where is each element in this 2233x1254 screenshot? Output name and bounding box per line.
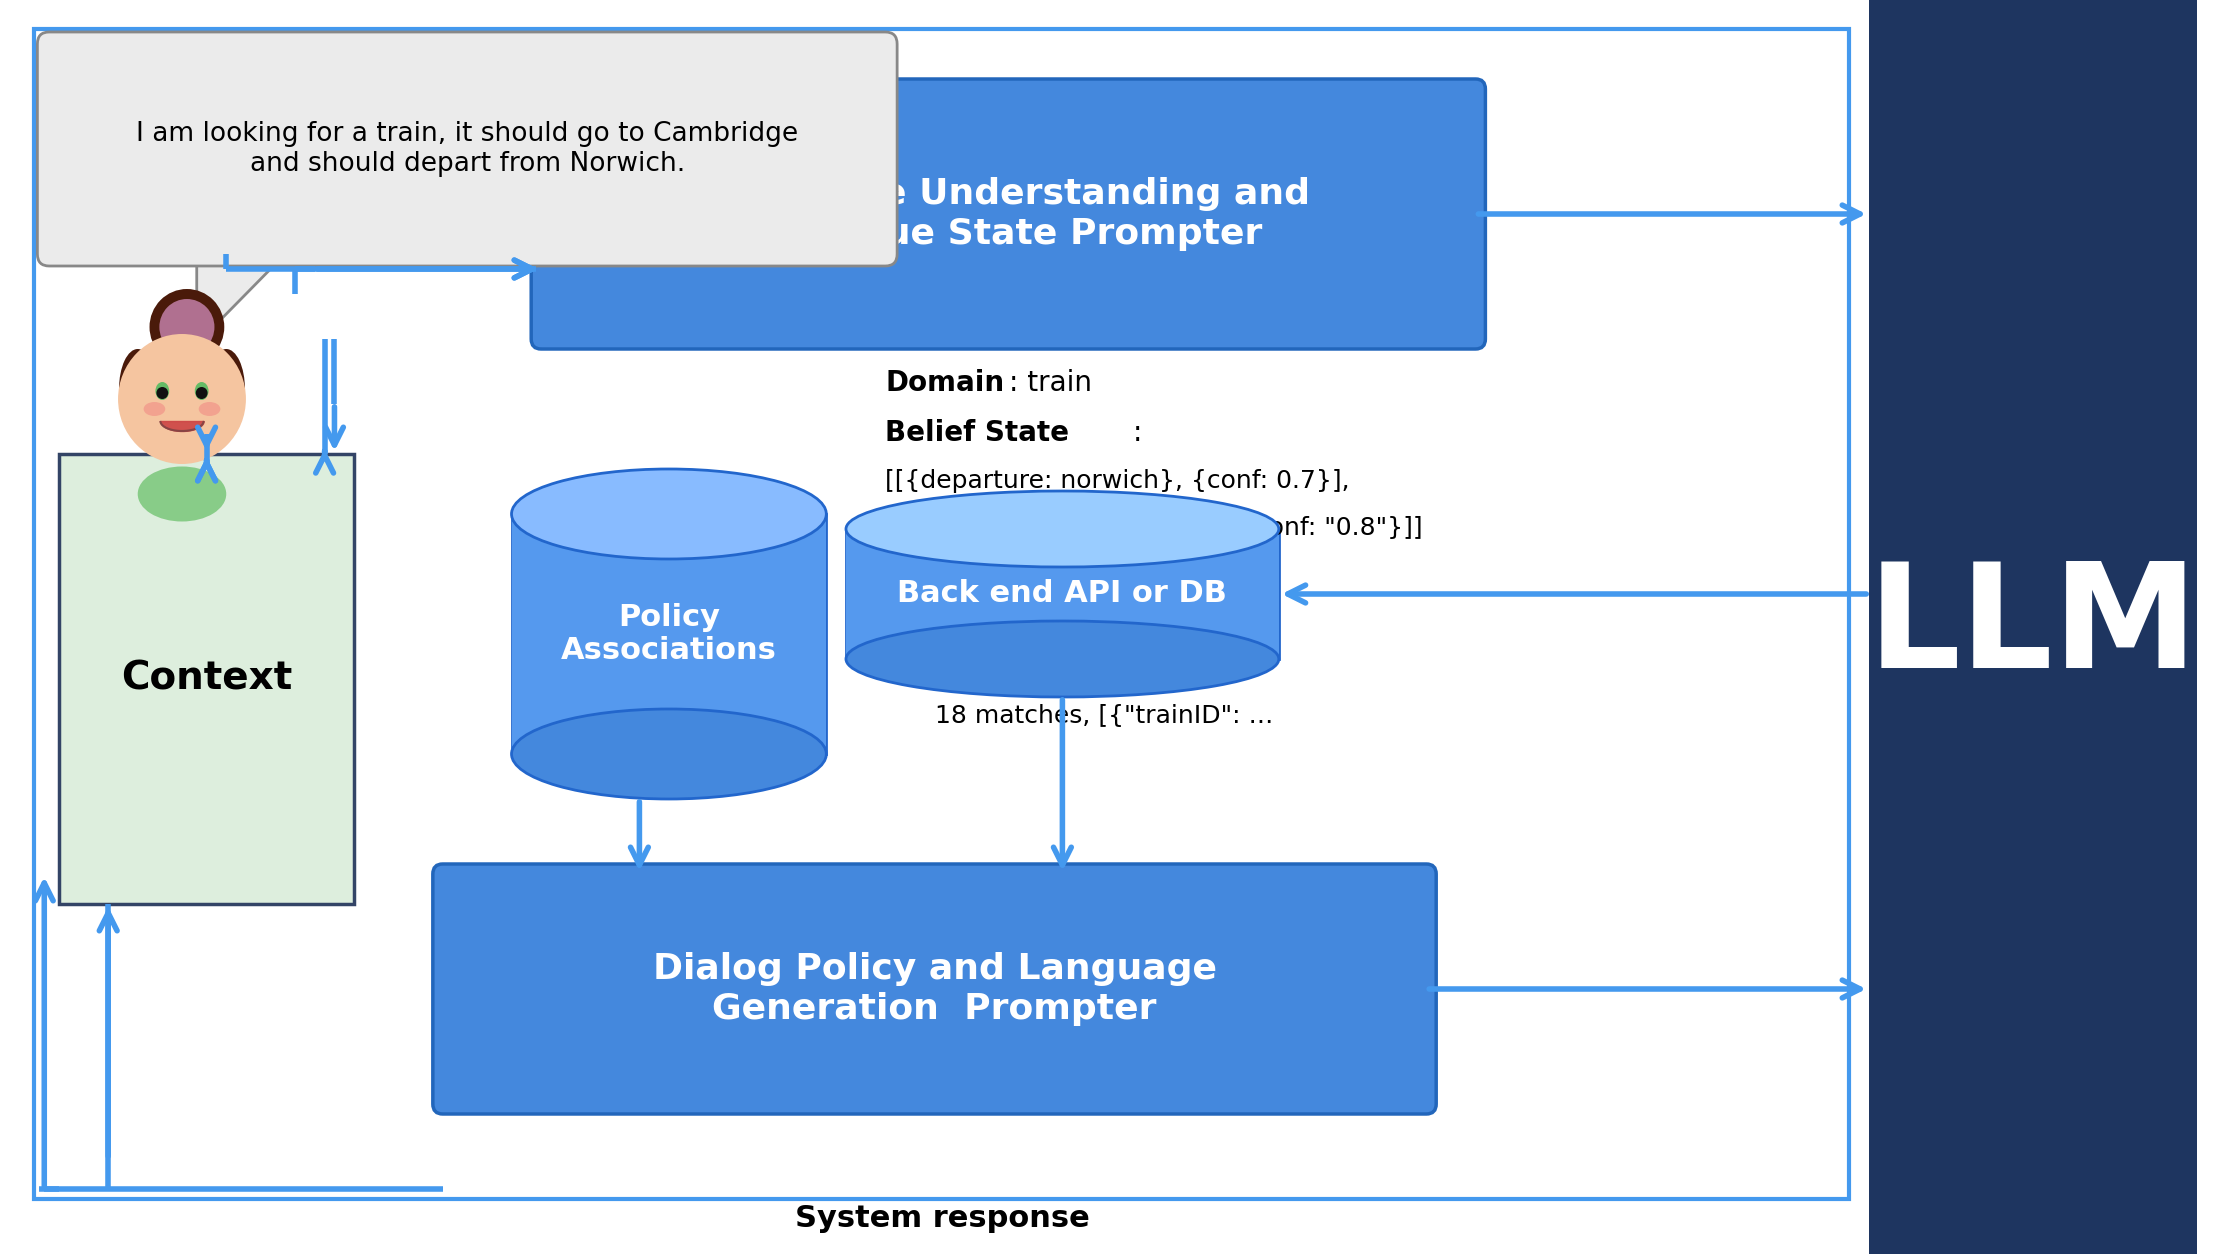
Bar	[58, 454, 355, 904]
Ellipse shape	[156, 382, 170, 400]
Ellipse shape	[138, 466, 226, 522]
Bar	[511, 514, 826, 754]
Ellipse shape	[208, 349, 246, 429]
Ellipse shape	[511, 709, 826, 799]
Ellipse shape	[846, 621, 1280, 697]
Text: {destination: cambridge}, {conf: "0.8"}]]: {destination: cambridge}, {conf: "0.8"}]…	[884, 515, 1422, 540]
Text: 18 matches, [{"trainID": …: 18 matches, [{"trainID": …	[936, 703, 1273, 729]
Ellipse shape	[118, 349, 156, 429]
Circle shape	[156, 387, 167, 399]
Bar	[33, 29, 1849, 1199]
Ellipse shape	[194, 382, 208, 400]
FancyBboxPatch shape	[38, 33, 898, 266]
Circle shape	[197, 387, 208, 399]
Ellipse shape	[199, 403, 221, 416]
Circle shape	[150, 288, 223, 365]
Text: LLM: LLM	[1867, 557, 2197, 697]
Text: Domain: Domain	[884, 369, 1005, 398]
Circle shape	[159, 298, 214, 355]
Text: : train: : train	[1009, 369, 1092, 398]
Text: :: :	[1132, 419, 1143, 446]
Bar	[1869, 0, 2197, 1254]
Bar	[846, 529, 1280, 660]
Bar	[511, 514, 826, 754]
Text: System response: System response	[795, 1204, 1090, 1233]
Circle shape	[127, 344, 237, 454]
Text: Belief State: Belief State	[884, 419, 1070, 446]
FancyBboxPatch shape	[433, 864, 1436, 1114]
Ellipse shape	[143, 403, 165, 416]
Ellipse shape	[511, 469, 826, 559]
Text: Language Understanding and
Dialogue State Prompter: Language Understanding and Dialogue Stat…	[708, 177, 1311, 251]
Bar	[846, 529, 1280, 660]
Bar	[172, 434, 192, 459]
Text: [[{departure: norwich}, {conf: 0.7}],: [[{departure: norwich}, {conf: 0.7}],	[884, 469, 1351, 493]
FancyBboxPatch shape	[531, 79, 1485, 349]
Text: Dialog Policy and Language
Generation  Prompter: Dialog Policy and Language Generation Pr…	[652, 952, 1217, 1026]
Polygon shape	[197, 255, 286, 344]
Ellipse shape	[846, 492, 1280, 567]
Text: I am looking for a train, it should go to Cambridge
and should depart from Norwi: I am looking for a train, it should go t…	[136, 120, 799, 177]
Text: Context: Context	[121, 660, 293, 698]
Text: DB results:: DB results:	[936, 655, 1108, 682]
Circle shape	[118, 334, 246, 464]
Text: Back end API or DB: Back end API or DB	[898, 579, 1228, 608]
Text: Policy
Associations: Policy Associations	[560, 603, 777, 666]
